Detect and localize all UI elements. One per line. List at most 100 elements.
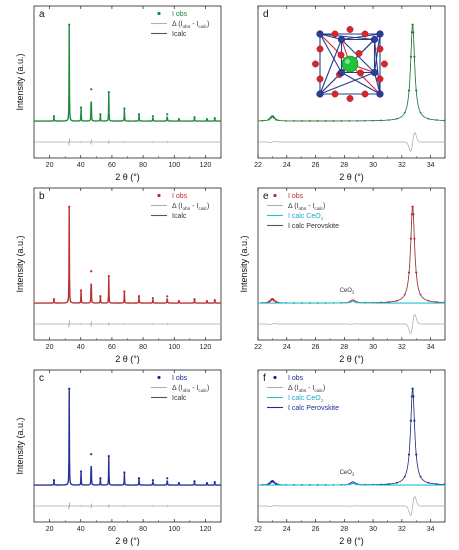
iobs-point [107,274,110,278]
x-tick-label: 40 [77,526,85,533]
iobs-point [269,481,272,484]
iobs-point [213,481,216,484]
iobs-point [409,55,413,58]
iobs-point [273,481,276,484]
iobs-point [90,453,93,456]
legend-label: I obs [288,193,304,200]
iobs-point [205,482,209,485]
x-tick-label: 32 [398,526,406,533]
iobs-point [123,290,126,293]
iobs-point [274,482,278,485]
x-axis-label: 2 θ (°) [339,536,364,546]
iobs-point [193,116,196,119]
oxygen-atom [316,75,324,83]
iobs-point [68,387,71,390]
x-tick-label: 30 [369,162,377,169]
x-tick-label: 30 [369,344,377,351]
legend-item: I calc CeO2 [267,213,324,222]
a-site-highlight [345,59,350,64]
iobs-point [427,481,430,484]
iobs-point [90,88,93,91]
legend-item: Icalc [151,31,187,38]
iobs-point [413,419,416,422]
icalc-ceo2-line [258,482,445,486]
iobs-point [413,237,416,240]
x-tick-label: 60 [108,162,116,169]
x-tick-label: 22 [254,344,262,351]
legend-marker [157,11,161,16]
x-tick-label: 100 [168,526,180,533]
panel-letter: b [39,191,45,202]
panel-a: 20 40 60 80 100 120 2 θ (°) Intensity (a.u.) a I … [15,5,222,182]
iobs-point [380,119,382,122]
iobs-point [68,23,71,26]
plot-frame [33,369,222,523]
legend-marker [157,375,161,380]
oxygen-atom [346,26,354,33]
x-tick-label: 26 [312,344,320,351]
iobs-point [137,295,141,298]
iobs-point [151,479,155,482]
iobs-point [388,301,390,303]
crystal-structure-inset [312,26,388,102]
b-site-atom [337,68,346,77]
x-tick-label: 100 [168,162,180,169]
iobs-point [90,270,93,273]
bond [319,33,375,41]
x-tick-label: 60 [108,526,116,533]
x-tick-label: 22 [254,526,262,533]
x-tick-label: 34 [427,526,435,533]
iobs-point [443,119,445,122]
x-tick-label: 32 [398,344,406,351]
legend-label: I calc CeO2 [288,395,324,404]
iobs-point [166,477,169,480]
iobs-point [419,111,422,114]
iobs-point [52,298,56,301]
legend-item: I calc CeO2 [267,395,324,404]
b-site-atom [337,35,346,44]
iobs-point [123,471,126,474]
iobs-point [213,299,216,302]
oxygen-atom [346,95,354,102]
oxygen-atom [376,45,384,53]
panel-letter: e [263,191,269,202]
iobs-point [435,483,438,485]
legend-item: I obs [273,375,304,382]
b-site-atom [370,35,379,44]
x-axis-label: 2 θ (°) [115,172,140,182]
iobs-point [407,271,411,274]
x-tick-label: 22 [254,162,262,169]
iobs-point [364,119,367,122]
iobs-point [388,119,390,121]
x-tick-label: 30 [369,526,377,533]
plot-frame [33,5,222,159]
bond [319,33,342,41]
iobs-point [415,453,418,456]
x-tick-label: 80 [139,526,147,533]
plot-area [258,387,445,516]
iobs-point [166,295,169,298]
iobs-trace [34,206,221,304]
iobs-point [427,299,430,302]
bond [341,72,381,95]
iobs-point [68,205,71,208]
legend-label: I calc CeO2 [288,213,324,222]
legend-marker [157,193,161,198]
panel-c: 20 40 60 80 100 120 2 θ (°) Intensity (a.u.) c I … [15,369,222,546]
x-axis-label: 2 θ (°) [339,172,364,182]
iobs-point [415,89,418,92]
legend-label: Δ (Iobs - Icalc) [172,203,209,212]
iobs-point [123,107,126,110]
oxygen-atom [331,30,339,38]
iobs-point [403,293,406,296]
plot-area [34,205,221,328]
iobs-point [419,475,422,478]
iobs-point [79,470,83,473]
x-tick-label: 120 [200,344,212,351]
legend-label: I obs [172,11,188,18]
iobs-point [107,455,110,458]
bond [319,33,342,73]
plot-frame [33,187,222,341]
legend-label: I calc Perovskite [288,405,339,412]
x-tick-label: 100 [168,344,180,351]
